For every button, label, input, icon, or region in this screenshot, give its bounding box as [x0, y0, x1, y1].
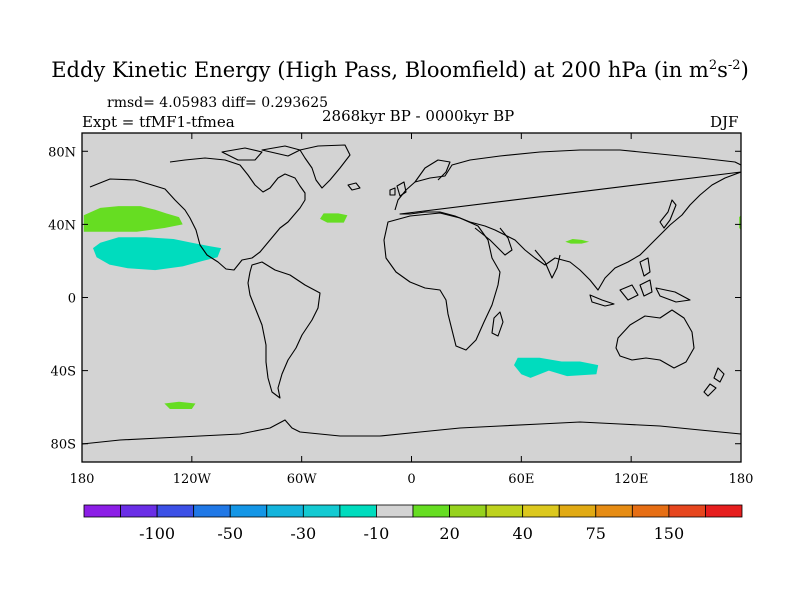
coast-british-isles	[389, 181, 407, 197]
coastlines	[82, 144, 741, 445]
anomaly-south-pacific-positive	[164, 401, 196, 409]
anomaly-east-pacific-negative	[93, 237, 222, 271]
coast-iceland	[347, 182, 361, 191]
coast-scandinavia	[414, 159, 451, 183]
lon-tick-label: 180	[729, 472, 754, 487]
colorbar-swatch	[302, 504, 341, 518]
lat-tick-label: 40N	[48, 218, 76, 233]
map-background	[82, 133, 741, 462]
anomaly-layer	[83, 206, 741, 409]
longitude-labels: 180 120W 60W 0 60E 120E 180	[70, 472, 754, 487]
coast-madagascar	[491, 311, 504, 337]
colorbar-labels: -100 -50 -30 -10 20 40 75 150	[139, 524, 684, 543]
colorbar-label: -50	[217, 524, 243, 543]
colorbar-swatch	[449, 504, 487, 518]
period-label: 2868kyr BP - 0000kyr BP	[322, 107, 515, 125]
lon-tick-label: 120W	[173, 472, 212, 487]
lon-tick-label: 60E	[508, 472, 534, 487]
colorbar-label: 20	[439, 524, 459, 543]
latitude-labels: 80N 40N 0 40S 80S	[48, 145, 76, 452]
colorbar-swatch	[120, 504, 158, 518]
colorbar-swatch	[83, 504, 121, 518]
colorbar-swatch	[376, 504, 414, 518]
coast-new-zealand	[703, 367, 725, 397]
lon-tick-label: 60W	[287, 472, 318, 487]
colorbar-swatch	[229, 504, 268, 518]
experiment-label: Expt = tfMF1-tfmea	[82, 113, 235, 131]
anomaly-north-pacific-positive	[83, 206, 183, 232]
colorbar-swatch	[193, 504, 231, 518]
colorbar-swatch	[485, 504, 524, 518]
colorbar-swatch	[668, 504, 706, 518]
colorbar-swatch	[705, 504, 743, 518]
coast-australia	[615, 309, 695, 369]
lat-tick-label: 80S	[51, 438, 76, 453]
coast-africa	[383, 212, 501, 351]
coast-eurasia	[394, 149, 741, 291]
colorbar-swatch	[558, 504, 597, 518]
coast-japan	[659, 199, 677, 229]
anomaly-south-indian-negative	[514, 357, 599, 378]
lon-tick-label: 120E	[614, 472, 648, 487]
figure-title: Eddy Kinetic Energy (High Pass, Bloomfie…	[51, 58, 749, 82]
coast-antarctica	[82, 419, 741, 445]
stats-text: rmsd= 4.05983 diff= 0.293625	[107, 95, 329, 111]
colorbar-swatch	[412, 504, 450, 518]
colorbar-label: -10	[364, 524, 390, 543]
coast-north-america	[89, 157, 306, 271]
colorbar-label: -100	[139, 524, 175, 543]
anomaly-central-asia-positive	[565, 239, 590, 244]
colorbar-swatch	[522, 504, 560, 518]
coast-se-asia-islands	[589, 257, 691, 307]
anomaly-north-atlantic-positive	[320, 213, 348, 223]
lon-tick-label: 0	[407, 472, 415, 487]
lat-tick-label: 40S	[51, 365, 76, 380]
coast-arabia-india	[474, 227, 561, 279]
colorbar-swatch	[339, 504, 377, 518]
colorbar	[83, 504, 743, 518]
lon-tick-label: 180	[70, 472, 95, 487]
season-label: DJF	[710, 113, 739, 131]
colorbar-label: -30	[290, 524, 316, 543]
colorbar-swatch	[595, 504, 633, 518]
colorbar-label: 75	[586, 524, 606, 543]
lat-tick-label: 80N	[48, 145, 76, 160]
colorbar-swatch	[631, 504, 670, 518]
colorbar-label: 150	[654, 524, 685, 543]
lat-tick-label: 0	[68, 292, 76, 307]
colorbar-swatch	[266, 504, 304, 518]
axis-ticks	[81, 133, 742, 462]
coast-greenland	[299, 144, 351, 189]
colorbar-label: 40	[513, 524, 533, 543]
colorbar-swatch	[156, 504, 195, 518]
coast-south-america	[247, 261, 321, 399]
